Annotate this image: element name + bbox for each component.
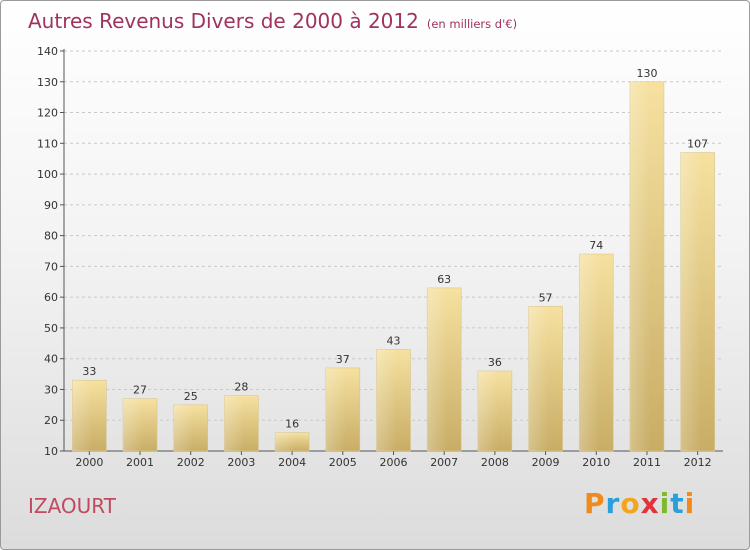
title-unit: (en milliers d'€)	[426, 17, 518, 31]
logo-letter: t	[670, 487, 685, 520]
bar-shine	[629, 81, 664, 452]
y-tick-label: 90	[44, 199, 58, 212]
value-label: 37	[336, 353, 350, 366]
value-label: 107	[687, 138, 708, 151]
value-label: 74	[589, 239, 603, 252]
logo-letter: r	[605, 487, 621, 520]
value-labels: 33 27 25 28 16 37 43 63 36 57 74 130 107	[82, 67, 708, 431]
y-tick-label: 120	[37, 107, 58, 120]
y-tick-label: 50	[44, 322, 58, 335]
x-tick-label: 2006	[380, 456, 408, 469]
bar-shine	[275, 432, 310, 451]
y-tick-label: 30	[44, 383, 58, 396]
value-label: 130	[636, 67, 657, 80]
bar-shine	[680, 152, 715, 452]
value-label: 25	[184, 390, 198, 403]
value-label: 28	[234, 381, 248, 394]
logo-letter: P	[584, 487, 606, 520]
x-tick-label: 2000	[75, 456, 103, 469]
x-tick-label: 2011	[633, 456, 661, 469]
x-tick-label: 2009	[532, 456, 560, 469]
bar-shine	[123, 398, 158, 451]
logo-letter: i	[684, 487, 696, 520]
x-tick-label: 2005	[329, 456, 357, 469]
bar-shine	[173, 404, 208, 451]
bar-shine	[325, 367, 360, 451]
bar-shine	[579, 254, 614, 451]
bar-shine	[376, 349, 411, 451]
y-tick-label: 70	[44, 260, 58, 273]
y-tick-label: 140	[37, 45, 58, 58]
bar-shine	[477, 371, 512, 451]
bar-shine	[224, 395, 259, 451]
x-tick-label: 2002	[177, 456, 205, 469]
logo-letter: o	[620, 487, 641, 520]
title-main: Autres Revenus Divers de 2000 à 2012	[28, 9, 419, 33]
bar-shine	[528, 306, 563, 451]
x-tick-label: 2001	[126, 456, 154, 469]
y-tick-label: 110	[37, 137, 58, 150]
y-tick-label: 20	[44, 414, 58, 427]
x-tick-label: 2004	[278, 456, 306, 469]
value-label: 27	[133, 384, 147, 397]
y-tick-label: 80	[44, 230, 58, 243]
chart-title: Autres Revenus Divers de 2000 à 2012 (en …	[28, 9, 517, 33]
y-tick-label: 130	[37, 76, 58, 89]
x-tick-label: 2003	[227, 456, 255, 469]
y-tick-label: 100	[37, 168, 58, 181]
value-label: 33	[82, 365, 96, 378]
proxiti-logo: Proxiti	[584, 487, 695, 520]
value-label: 36	[488, 356, 502, 369]
x-tick-label: 2012	[684, 456, 712, 469]
y-tick-label: 60	[44, 291, 58, 304]
place-name: IZAOURT	[28, 494, 116, 518]
x-tick-label: 2010	[582, 456, 610, 469]
logo-letter: x	[640, 487, 660, 520]
value-label: 16	[285, 418, 299, 431]
y-tick-label: 10	[44, 445, 58, 458]
bar-shine	[72, 380, 107, 451]
x-tick-label: 2007	[430, 456, 458, 469]
bars	[72, 81, 715, 452]
x-tick-label: 2008	[481, 456, 509, 469]
y-tick-label: 40	[44, 353, 58, 366]
value-label: 57	[539, 291, 553, 304]
bar-shine	[427, 287, 462, 451]
axes: 10 20 30 40 50 60 70 80 90 100 110 120 130 140 2000 200…	[37, 45, 723, 469]
logo-letter: i	[659, 487, 671, 520]
value-label: 43	[387, 334, 401, 347]
value-label: 63	[437, 273, 451, 286]
